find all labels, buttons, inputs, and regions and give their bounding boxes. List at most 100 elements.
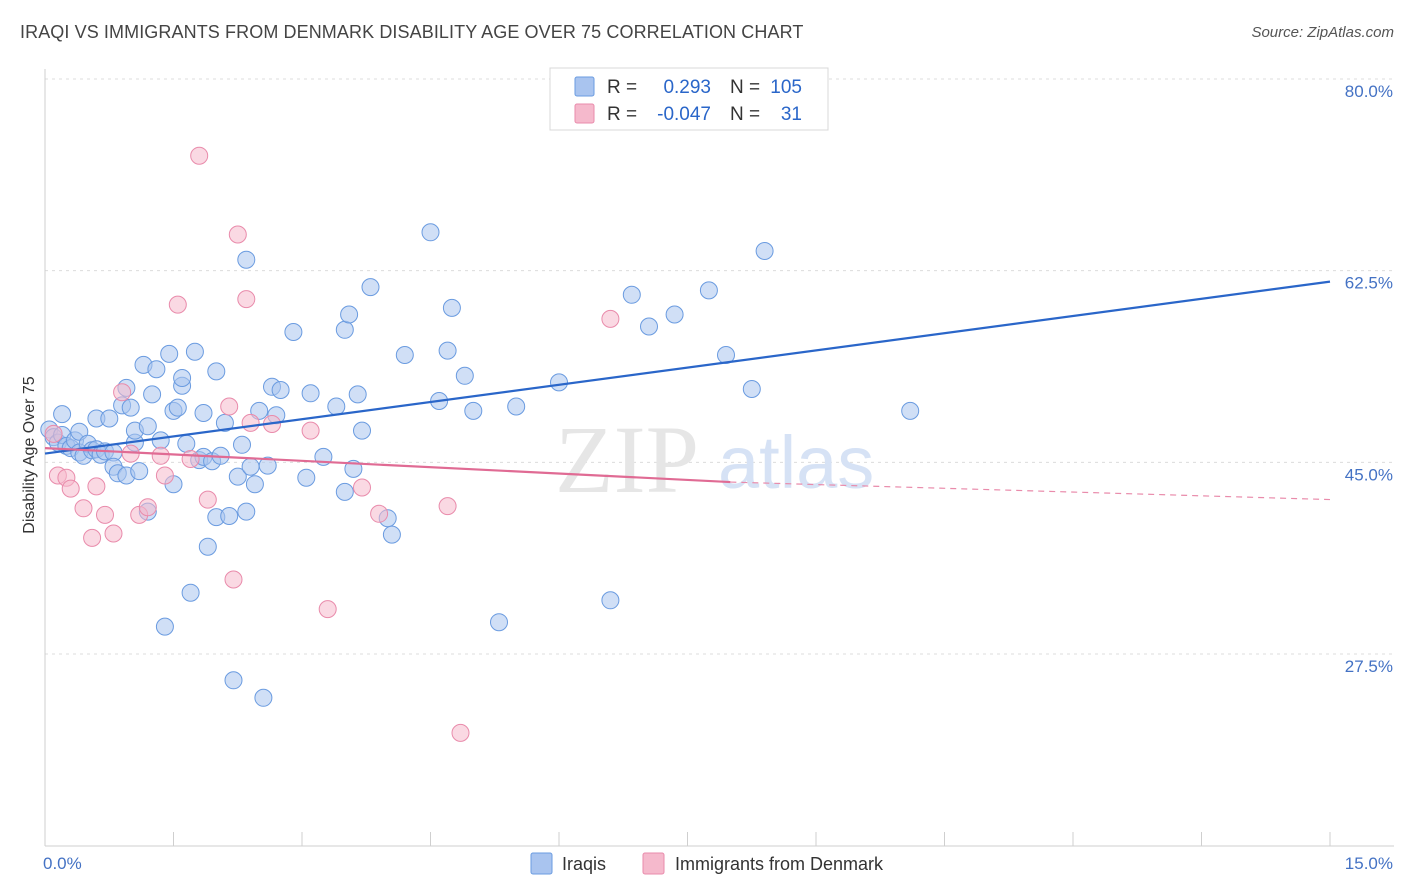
trend-lines: [44, 280, 1331, 501]
point-denmark-5: [83, 528, 102, 547]
point-iraqis-32: [147, 360, 166, 379]
point-iraqis-56: [233, 435, 251, 454]
y-tick-label-2: 62.5%: [1345, 274, 1393, 293]
point-iraqis-95: [699, 281, 718, 300]
point-iraqis-29: [138, 417, 157, 436]
point-iraqis-55: [228, 467, 247, 486]
point-iraqis-87: [464, 401, 483, 420]
point-denmark-0: [44, 424, 63, 443]
x-tick-label-0: 0.0%: [43, 854, 82, 873]
point-iraqis-88: [490, 613, 508, 632]
point-iraqis-57: [237, 250, 256, 269]
legend-n-value-denmark: 31: [781, 104, 802, 125]
legend: R = 0.293 N = 105 R = -0.047 N = 31: [549, 67, 829, 131]
point-iraqis-27: [130, 462, 149, 481]
point-denmark-9: [113, 383, 132, 402]
point-denmark-8: [104, 524, 123, 543]
point-iraqis-42: [181, 583, 200, 602]
point-iraqis-97: [742, 380, 761, 398]
legend-r-label-denmark: R =: [607, 104, 637, 125]
point-denmark-16: [181, 450, 200, 468]
point-iraqis-92: [622, 285, 641, 304]
watermark-atlas: atlas: [718, 421, 874, 504]
point-iraqis-35: [160, 344, 179, 363]
point-iraqis-30: [143, 385, 162, 404]
point-iraqis-82: [421, 223, 440, 242]
point-iraqis-71: [327, 397, 346, 416]
point-iraqis-77: [353, 421, 371, 440]
point-iraqis-54: [224, 671, 243, 690]
point-denmark-14: [155, 466, 174, 485]
axes: [44, 69, 1394, 847]
point-iraqis-84: [438, 341, 457, 360]
point-denmark-21: [228, 225, 247, 244]
legend-n-label-denmark: N =: [730, 104, 760, 125]
point-iraqis-90: [550, 373, 568, 392]
point-iraqis-86: [455, 366, 474, 385]
point-iraqis-98: [755, 242, 774, 260]
point-iraqis-38: [168, 398, 187, 417]
series-denmark-points: [44, 146, 620, 742]
point-iraqis-73: [335, 320, 354, 339]
bottom-legend: Iraqis Immigrants from Denmark: [530, 852, 884, 875]
point-denmark-12: [138, 498, 157, 517]
point-denmark-22: [237, 290, 256, 309]
legend-box: [549, 67, 829, 131]
grid-lines: [45, 78, 1394, 655]
point-iraqis-99: [901, 401, 920, 420]
point-iraqis-68: [297, 468, 316, 487]
legend-n-label-iraqis: N =: [730, 77, 760, 98]
chart-source: Source: ZipAtlas.com: [1251, 24, 1394, 41]
trend-line-iraqis: [44, 280, 1331, 455]
legend-r-value-iraqis: 0.293: [663, 77, 711, 98]
point-denmark-4: [74, 499, 93, 518]
point-iraqis-66: [271, 381, 290, 399]
y-tick-label-3: 80.0%: [1345, 82, 1393, 101]
bottom-legend-label-iraqis: Iraqis: [562, 854, 606, 874]
x-tick-label-1: 15.0%: [1345, 854, 1393, 873]
point-iraqis-47: [198, 537, 217, 556]
point-iraqis-33: [151, 431, 170, 450]
point-iraqis-17: [100, 409, 119, 428]
point-denmark-17: [190, 146, 209, 165]
point-denmark-29: [438, 497, 457, 516]
point-iraqis-34: [155, 617, 174, 636]
point-iraqis-59: [241, 457, 260, 476]
point-iraqis-50: [207, 362, 226, 381]
bottom-legend-label-denmark: Immigrants from Denmark: [675, 854, 884, 874]
point-iraqis-80: [382, 525, 401, 544]
point-iraqis-63: [258, 456, 277, 475]
point-iraqis-53: [220, 507, 239, 525]
chart-title: IRAQI VS IMMIGRANTS FROM DENMARK DISABIL…: [20, 22, 804, 42]
point-denmark-25: [301, 421, 320, 440]
point-iraqis-40: [173, 369, 192, 387]
point-iraqis-74: [340, 305, 359, 324]
point-denmark-6: [87, 477, 106, 496]
point-iraqis-91: [601, 591, 620, 610]
y-axis-label: Disability Age Over 75: [21, 376, 38, 534]
point-iraqis-81: [395, 346, 414, 364]
legend-swatch-iraqis: [574, 76, 595, 97]
point-iraqis-76: [348, 385, 367, 404]
point-denmark-28: [370, 504, 389, 523]
tick-labels: 27.5% 45.0% 62.5% 80.0% 0.0% 15.0%: [43, 82, 1393, 873]
point-iraqis-67: [284, 323, 303, 341]
point-iraqis-69: [301, 384, 320, 403]
y-tick-label-0: 27.5%: [1345, 657, 1393, 676]
point-denmark-23: [241, 413, 260, 432]
point-denmark-27: [353, 478, 371, 497]
point-denmark-7: [96, 505, 114, 524]
point-denmark-26: [318, 600, 337, 619]
legend-r-label-iraqis: R =: [607, 77, 637, 98]
point-iraqis-93: [640, 317, 658, 336]
bottom-legend-swatch-denmark: [642, 852, 665, 875]
watermark-zip: ZIP: [555, 406, 699, 513]
legend-n-value-iraqis: 105: [770, 77, 802, 98]
trend-line-denmark: [44, 446, 731, 484]
trend-line-denmark-extrapolated: [730, 481, 1331, 501]
point-iraqis-24: [121, 398, 140, 417]
point-iraqis-62: [254, 688, 273, 707]
point-iraqis-4: [53, 405, 72, 424]
legend-swatch-denmark: [574, 103, 595, 124]
